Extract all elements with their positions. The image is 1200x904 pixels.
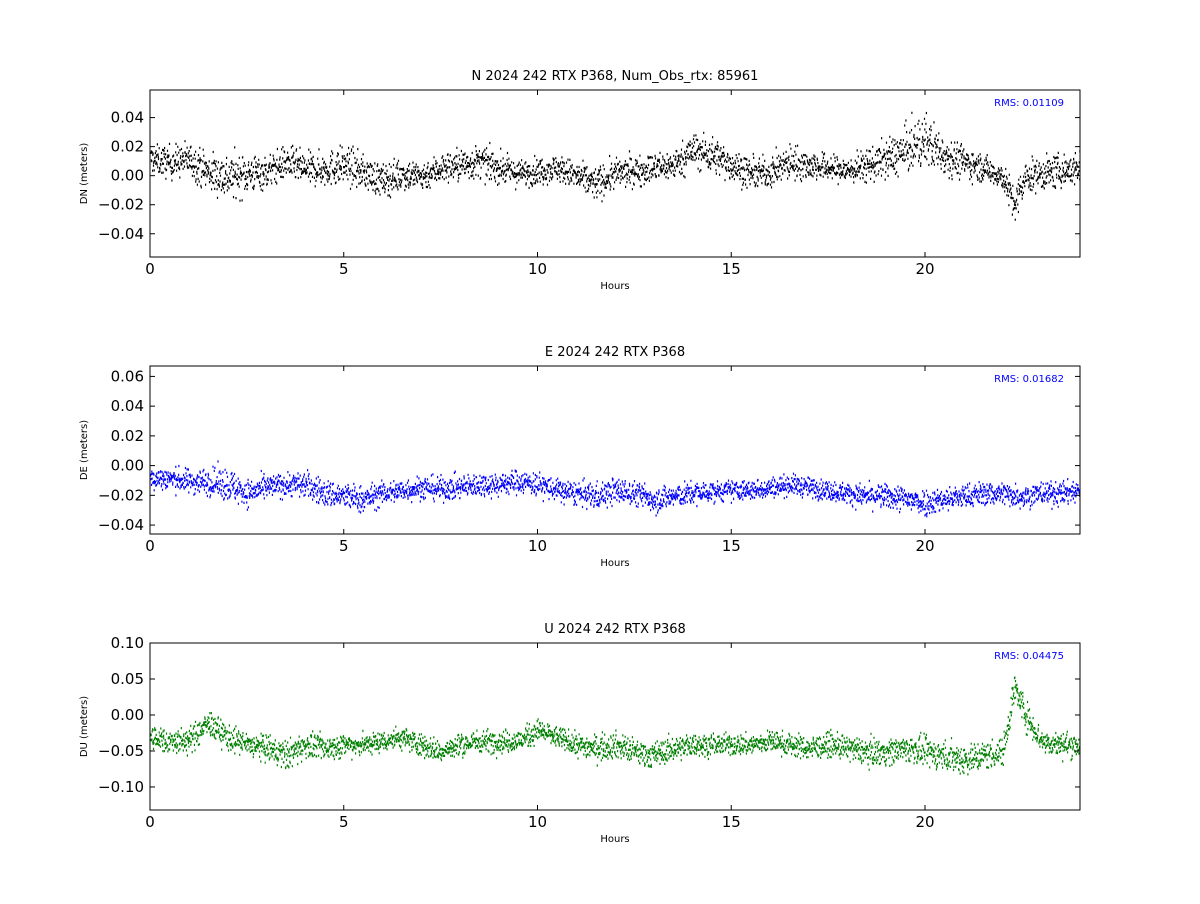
x-tick-label: 0 xyxy=(145,260,155,278)
up-x-axis-label: Hours xyxy=(600,834,629,845)
east-x-axis-label: Hours xyxy=(600,558,629,569)
north-y-axis-label: DN (meters) xyxy=(79,143,90,205)
y-tick-label: −0.04 xyxy=(98,516,144,534)
y-tick-label: 0.00 xyxy=(111,457,144,475)
north-panel: 0 5 10 15 20 −0.04 −0.02 0.00 0.02 0.04 N 2024 242… xyxy=(79,69,1081,292)
north-data-points xyxy=(150,111,1080,221)
up-scatter-series xyxy=(150,676,1080,776)
east-scatter-series xyxy=(150,460,1080,518)
up-rms-annotation: RMS: 0.04475 xyxy=(994,651,1064,662)
x-tick-label: 0 xyxy=(145,813,155,831)
east-y-axis-label: DE (meters) xyxy=(79,420,90,480)
y-tick-label: −0.05 xyxy=(98,742,144,760)
up-data-points xyxy=(150,676,1080,776)
x-tick-label: 20 xyxy=(915,260,934,278)
north-rms-annotation: RMS: 0.01109 xyxy=(994,98,1064,109)
y-tick-label: 0.06 xyxy=(111,367,144,385)
y-tick-label: −0.02 xyxy=(98,196,144,214)
x-tick-label: 15 xyxy=(722,813,741,831)
y-tick-label: 0.00 xyxy=(111,706,144,724)
y-tick-label: 0.02 xyxy=(111,138,144,156)
y-tick-label: −0.10 xyxy=(98,778,144,796)
x-tick-label: 10 xyxy=(528,813,547,831)
y-tick-label: 0.10 xyxy=(111,634,144,652)
north-scatter-series xyxy=(150,111,1080,221)
x-tick-label: 15 xyxy=(722,537,741,555)
y-tick-label: −0.04 xyxy=(98,225,144,243)
x-tick-label: 20 xyxy=(915,537,934,555)
east-data-points xyxy=(150,460,1080,518)
up-panel: 0 5 10 15 20 −0.10 −0.05 0.00 0.05 0.10 U 2024 242… xyxy=(79,622,1081,845)
up-y-axis-label: DU (meters) xyxy=(79,696,90,757)
y-tick-label: 0.04 xyxy=(111,109,144,127)
x-tick-label: 5 xyxy=(339,260,349,278)
x-tick-label: 20 xyxy=(915,813,934,831)
x-tick-label: 10 xyxy=(528,537,547,555)
east-panel: 0 5 10 15 20 −0.04 −0.02 0.00 0.02 0.04 0.06 E 2024… xyxy=(79,345,1081,569)
x-tick-label: 10 xyxy=(528,260,547,278)
east-rms-annotation: RMS: 0.01682 xyxy=(994,374,1064,385)
x-tick-label: 5 xyxy=(339,537,349,555)
up-axes-frame xyxy=(149,642,1081,811)
x-tick-label: 0 xyxy=(145,537,155,555)
y-tick-label: −0.02 xyxy=(98,486,144,504)
y-tick-label: 0.04 xyxy=(111,397,144,415)
y-tick-label: 0.02 xyxy=(111,427,144,445)
north-axes-frame xyxy=(149,89,1081,258)
x-tick-label: 5 xyxy=(339,813,349,831)
east-chart-title: E 2024 242 RTX P368 xyxy=(545,345,685,360)
x-tick-label: 15 xyxy=(722,260,741,278)
up-chart-title: U 2024 242 RTX P368 xyxy=(544,622,686,637)
y-tick-label: 0.00 xyxy=(111,167,144,185)
north-chart-title: N 2024 242 RTX P368, Num_Obs_rtx: 85961 xyxy=(472,69,759,84)
y-tick-label: 0.05 xyxy=(111,670,144,688)
east-axes-frame xyxy=(149,365,1081,535)
north-x-axis-label: Hours xyxy=(600,281,629,292)
